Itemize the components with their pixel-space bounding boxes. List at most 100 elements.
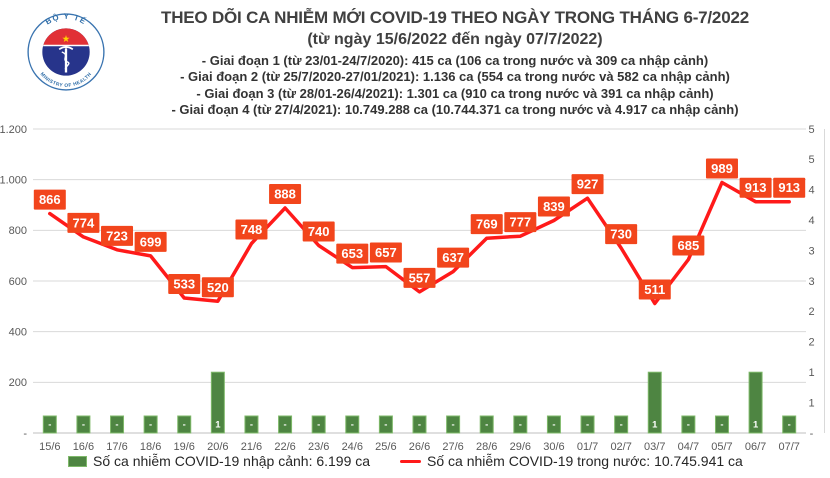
- flag-red-field: [42, 28, 90, 46]
- svg-text:-: -: [149, 420, 152, 431]
- bar: [378, 415, 393, 434]
- bar-legend-swatch: [68, 455, 87, 467]
- data-label-box: [537, 196, 570, 217]
- svg-text:-: -: [586, 420, 589, 431]
- left-axis-labels: - 200 400 600 800 1.000 1.200: [0, 124, 27, 440]
- svg-text:1: 1: [652, 420, 658, 431]
- x-axis-label: 30/6: [543, 441, 564, 453]
- phase-3-line: - Giai đoạn 3 (từ 28/01-26/4/2021): 1.30…: [196, 85, 714, 101]
- svg-text:740: 740: [308, 224, 330, 239]
- svg-text:637: 637: [442, 250, 464, 265]
- bars: [42, 371, 797, 434]
- legend-imported-label: Số ca nhiễm COVID-19 nhập cảnh: 6.199 ca: [93, 453, 371, 469]
- svg-text:2: 2: [808, 306, 814, 318]
- x-axis-label: 24/6: [342, 441, 363, 453]
- svg-text:1: 1: [808, 367, 814, 379]
- svg-text:800: 800: [9, 225, 27, 237]
- svg-text:-: -: [48, 420, 51, 431]
- svg-text:1.200: 1.200: [0, 124, 27, 136]
- svg-text:748: 748: [241, 222, 263, 237]
- svg-text:-: -: [23, 428, 27, 440]
- data-label-box: [739, 177, 772, 198]
- x-axis-label: 01/7: [577, 441, 598, 453]
- phase-2-line: - Giai đoạn 2 (từ 25/7/2020-27/01/2021):…: [180, 69, 730, 85]
- svg-text:400: 400: [9, 326, 27, 338]
- data-label-box: [168, 273, 201, 294]
- data-label-box: [605, 224, 638, 245]
- chart-subtitle: (từ ngày 15/6/2022 đến ngày 07/7/2022): [307, 31, 603, 48]
- svg-text:-: -: [250, 420, 253, 431]
- svg-text:1: 1: [753, 420, 759, 431]
- svg-text:511: 511: [644, 282, 665, 297]
- bar: [177, 415, 192, 434]
- chart-header: THEO DÕI CA NHIỄM MỚI COVID-19 THEO NGÀY…: [90, 8, 820, 119]
- svg-text:200: 200: [9, 377, 27, 389]
- svg-text:657: 657: [375, 245, 397, 260]
- svg-text:1: 1: [808, 397, 814, 409]
- svg-text:5: 5: [808, 124, 814, 136]
- data-labels: 866 774 723 699 533 520 748 888 740 653 657 557 637 7…: [33, 158, 806, 300]
- svg-text:-: -: [183, 420, 186, 431]
- svg-text:769: 769: [476, 217, 498, 232]
- chart-title: THEO DÕI CA NHIỄM MỚI COVID-19 THEO NGÀY…: [161, 8, 749, 27]
- bar: [580, 415, 595, 434]
- bar: [714, 415, 729, 434]
- svg-text:723: 723: [106, 228, 128, 243]
- bar: [210, 371, 225, 434]
- svg-text:557: 557: [409, 270, 431, 285]
- x-axis-label: 22/6: [274, 441, 295, 453]
- bar: [42, 415, 57, 434]
- bar: [76, 415, 91, 434]
- data-label-box: [67, 212, 100, 233]
- svg-text:-: -: [418, 420, 421, 431]
- svg-text:2: 2: [808, 337, 814, 349]
- svg-text:533: 533: [173, 276, 195, 291]
- svg-text:-: -: [552, 420, 555, 431]
- x-axis-label: 03/7: [644, 441, 665, 453]
- data-label-box: [705, 158, 738, 179]
- right-axis-labels: - 1 1 2 2 3 3 4 4 5 5: [808, 124, 814, 440]
- x-axis-label: 04/7: [678, 441, 699, 453]
- svg-text:-: -: [283, 420, 286, 431]
- data-label-box: [101, 225, 134, 246]
- legend-domestic-label: Số ca nhiễm COVID-19 trong nước: 10.745.…: [427, 453, 743, 469]
- data-label-box: [336, 243, 369, 264]
- x-axis-label: 15/6: [39, 441, 60, 453]
- bar: [143, 415, 158, 434]
- bar: [748, 371, 763, 434]
- phase-summary: - Giai đoạn 1 (từ 23/01-24/7/2020): 415 …: [90, 53, 820, 119]
- x-axis-label: 06/7: [745, 441, 766, 453]
- svg-text:927: 927: [577, 177, 599, 192]
- svg-text:774: 774: [73, 215, 95, 230]
- svg-text:-: -: [810, 428, 814, 440]
- asclepius-staff-icon: [58, 45, 74, 73]
- svg-text:-: -: [351, 420, 354, 431]
- data-label-box: [571, 174, 604, 195]
- x-axis-label: 26/6: [409, 441, 430, 453]
- svg-text:-: -: [115, 420, 118, 431]
- bar: [244, 415, 259, 434]
- svg-text:685: 685: [678, 238, 700, 253]
- bar: [345, 415, 360, 434]
- phase-1-line: - Giai đoạn 1 (từ 23/01-24/7/2020): 415 …: [201, 53, 709, 68]
- x-axis-label: 20/6: [207, 441, 228, 453]
- bar: [278, 415, 293, 434]
- svg-text:839: 839: [543, 199, 565, 214]
- x-axis-label: 05/7: [711, 441, 732, 453]
- data-label-box: [437, 247, 470, 268]
- svg-text:-: -: [384, 420, 387, 431]
- data-label-box: [504, 212, 537, 233]
- chart-legend: Số ca nhiễm COVID-19 nhập cảnh: 6.199 ca…: [0, 453, 830, 475]
- bar: [647, 371, 662, 434]
- svg-text:-: -: [519, 420, 522, 431]
- data-label-box: [302, 221, 335, 242]
- bar: [446, 415, 461, 434]
- bar: [614, 415, 629, 434]
- svg-text:4: 4: [808, 215, 814, 227]
- svg-text:1.000: 1.000: [0, 174, 27, 186]
- data-label-box: [773, 177, 806, 198]
- svg-text:600: 600: [9, 276, 27, 288]
- bar: [513, 415, 528, 434]
- bar: [546, 415, 561, 434]
- svg-text:3: 3: [808, 245, 814, 257]
